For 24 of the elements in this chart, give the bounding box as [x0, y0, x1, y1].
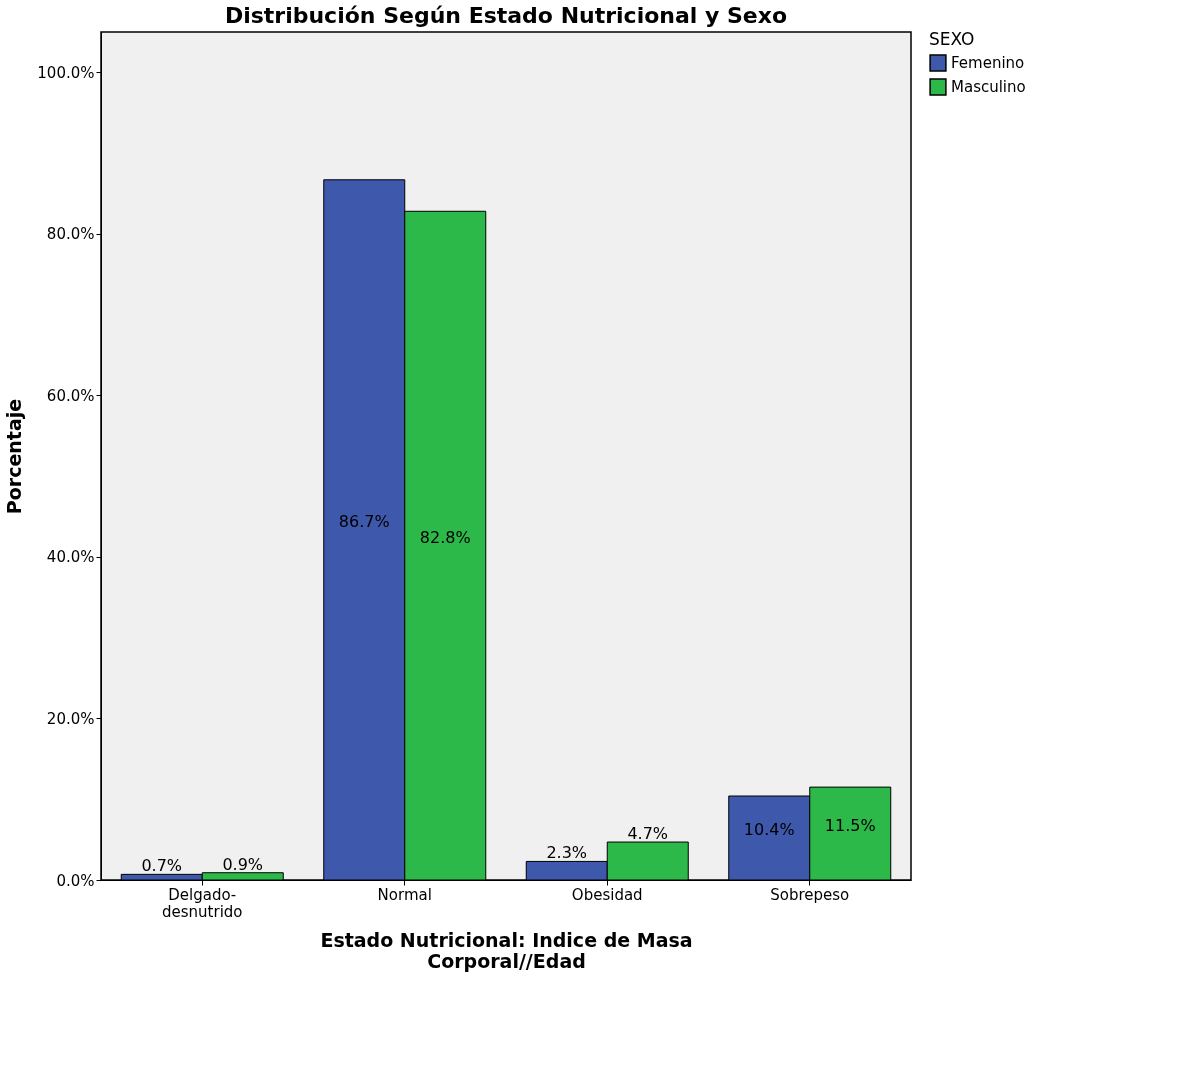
x-tick-label: Normal — [377, 885, 432, 904]
y-tick-label: 0.0% — [56, 871, 95, 890]
data-label: 0.9% — [222, 854, 264, 874]
legend-title: SEXO — [929, 29, 975, 49]
data-label: 2.3% — [546, 843, 588, 863]
y-axis-title: Porcentaje — [3, 398, 26, 515]
y-tick-label: 80.0% — [46, 225, 95, 244]
x-tick-label: Delgado-desnutrido — [162, 885, 243, 921]
legend-label: Femenino — [951, 54, 1025, 72]
x-tick-label: Obesidad — [571, 885, 643, 904]
data-label: 0.7% — [141, 856, 183, 876]
chart-title: Distribución Según Estado Nutricional y Sexo — [224, 3, 788, 28]
data-label: 10.4% — [743, 820, 795, 839]
data-label: 4.7% — [627, 824, 669, 844]
y-tick-label: 40.0% — [46, 548, 95, 567]
data-label: 82.8% — [419, 527, 471, 547]
y-tick-label: 100.0% — [37, 63, 95, 82]
data-label: 86.7% — [338, 511, 390, 531]
legend-label: Masculino — [951, 78, 1026, 96]
data-label: 11.5% — [824, 815, 876, 835]
x-tick-label: Sobrepeso — [770, 885, 850, 904]
y-tick-label: 20.0% — [46, 709, 95, 728]
x-axis-title: Estado Nutricional: Indice de Masa Corporal//Edad — [320, 928, 693, 972]
y-tick-label: 60.0% — [46, 386, 95, 405]
